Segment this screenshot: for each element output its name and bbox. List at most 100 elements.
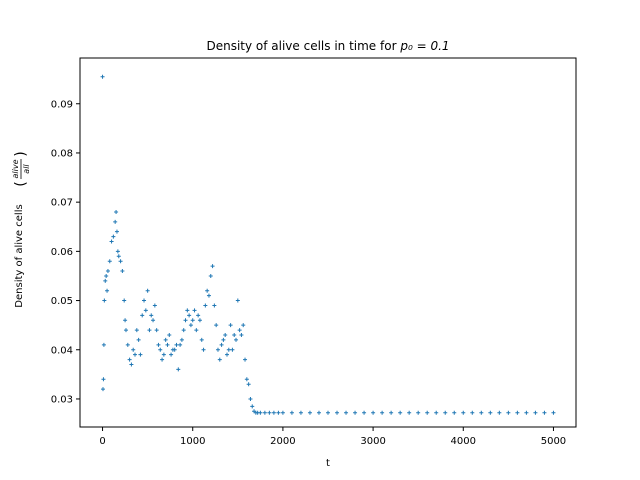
data-point: [219, 342, 224, 347]
data-point: [167, 332, 172, 337]
data-point: [515, 410, 520, 415]
data-point: [142, 298, 147, 303]
data-point: [389, 410, 394, 415]
data-point: [241, 323, 246, 328]
data-point: [551, 410, 556, 415]
data-point: [276, 410, 281, 415]
data-point: [123, 318, 128, 323]
data-point: [104, 273, 109, 278]
data-point: [271, 410, 276, 415]
data-point: [362, 410, 367, 415]
data-point: [192, 308, 197, 313]
data-point: [205, 288, 210, 293]
data-point: [194, 328, 199, 333]
data-point: [335, 410, 340, 415]
data-point: [224, 352, 229, 357]
data-point: [243, 357, 248, 362]
data-point: [178, 342, 183, 347]
data-point: [140, 313, 145, 318]
y-tick-label: 0.09: [51, 99, 73, 110]
y-axis-label: Density of alive cells: [14, 204, 25, 307]
y-tick-label: 0.08: [51, 148, 73, 159]
data-point: [179, 337, 184, 342]
data-point: [131, 347, 136, 352]
data-point: [217, 357, 222, 362]
data-point: [114, 209, 119, 214]
data-point: [129, 362, 134, 367]
data-point: [165, 342, 170, 347]
data-point: [105, 288, 110, 293]
data-point: [280, 410, 285, 415]
data-point: [524, 410, 529, 415]
data-point: [111, 234, 116, 239]
x-tick-label: 2000: [270, 436, 295, 447]
data-point: [102, 298, 107, 303]
data-point: [147, 328, 152, 333]
axis-ticks: 0 1000 2000 3000 4000 5000 0.03 0.04 0.05 0.06 0.0…: [51, 99, 566, 447]
data-point: [158, 347, 163, 352]
data-point: [452, 410, 457, 415]
data-point: [101, 377, 106, 382]
data-point: [461, 410, 466, 415]
data-point: [145, 288, 150, 293]
data-point: [479, 410, 484, 415]
data-point: [143, 308, 148, 313]
data-point: [353, 410, 358, 415]
y-axis-label-paren-open: (: [13, 181, 29, 186]
data-point: [434, 410, 439, 415]
data-point: [163, 337, 168, 342]
data-point: [160, 357, 165, 362]
data-point: [497, 410, 502, 415]
data-point: [298, 410, 303, 415]
y-tick-label: 0.03: [51, 394, 73, 405]
data-point: [123, 328, 128, 333]
data-point: [244, 377, 249, 382]
data-point: [197, 318, 202, 323]
data-point: [172, 347, 177, 352]
data-point: [206, 293, 211, 298]
data-point: [371, 410, 376, 415]
data-point: [169, 352, 174, 357]
data-point: [120, 269, 125, 274]
data-point: [196, 313, 201, 318]
data-point: [118, 259, 123, 264]
y-tick-label: 0.04: [51, 345, 73, 356]
data-point: [176, 367, 181, 372]
data-point: [443, 410, 448, 415]
data-point: [488, 410, 493, 415]
y-tick-label: 0.06: [51, 247, 73, 258]
data-point: [226, 347, 231, 352]
chart-title-text: Density of alive cells in time for: [206, 39, 400, 53]
data-point: [248, 396, 253, 401]
data-point: [125, 342, 130, 347]
y-axis-label-group: Density of alive cells ( alive all ): [11, 151, 31, 307]
data-point: [149, 313, 154, 318]
data-point: [416, 410, 421, 415]
data-point: [234, 337, 239, 342]
data-point: [152, 303, 157, 308]
x-tick-label: 3000: [360, 436, 385, 447]
data-point: [506, 410, 511, 415]
data-point: [470, 410, 475, 415]
plot-area: 0 1000 2000 3000 4000 5000 0.03 0.04 0.05 0.06 0.0…: [51, 57, 577, 447]
data-point: [201, 347, 206, 352]
data-point: [109, 239, 114, 244]
data-point: [344, 410, 349, 415]
data-point: [134, 328, 139, 333]
chart-title: Density of alive cells in time for p₀ = …: [206, 39, 449, 53]
data-point: [407, 410, 412, 415]
chart-title-math: p₀ = 0.1: [399, 39, 449, 53]
data-point: [114, 229, 119, 234]
y-axis-label-frac-den: all: [22, 164, 31, 174]
data-point: [250, 404, 255, 409]
data-point: [223, 332, 228, 337]
data-point: [133, 352, 138, 357]
data-point: [113, 219, 118, 224]
data-point: [190, 318, 195, 323]
data-point: [115, 249, 120, 254]
data-point: [214, 323, 219, 328]
y-tick-label: 0.07: [51, 198, 73, 209]
data-point: [199, 337, 204, 342]
data-point: [183, 318, 188, 323]
